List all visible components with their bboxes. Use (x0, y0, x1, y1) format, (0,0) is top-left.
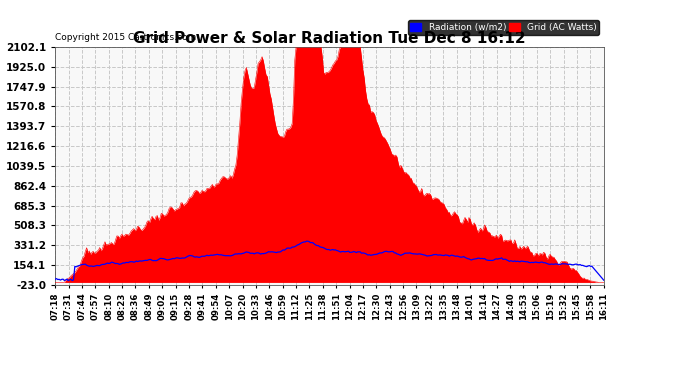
Text: Copyright 2015 Cartronics.com: Copyright 2015 Cartronics.com (55, 33, 197, 42)
Legend: Radiation (w/m2), Grid (AC Watts): Radiation (w/m2), Grid (AC Watts) (408, 20, 599, 35)
Title: Grid Power & Solar Radiation Tue Dec 8 16:12: Grid Power & Solar Radiation Tue Dec 8 1… (133, 31, 526, 46)
